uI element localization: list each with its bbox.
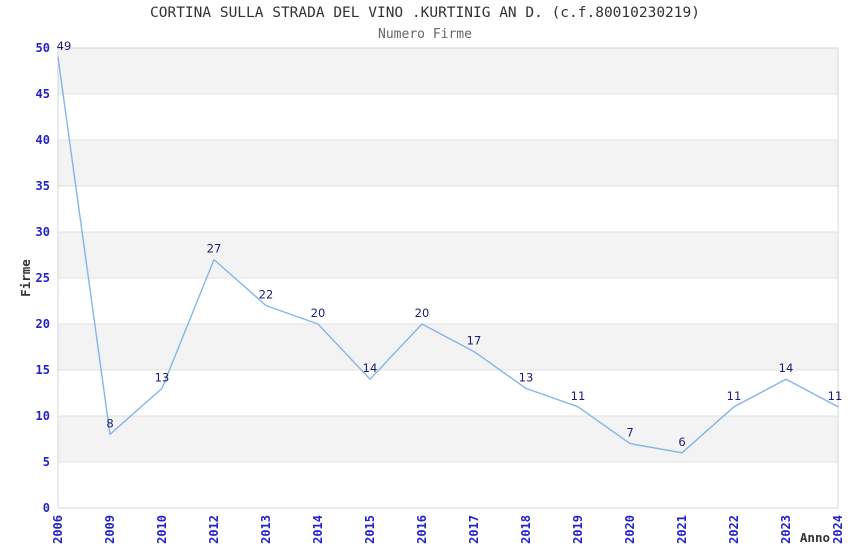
y-tick-label: 30	[36, 225, 50, 239]
y-tick-label: 20	[36, 317, 50, 331]
chart-title: CORTINA SULLA STRADA DEL VINO .KURTINIG …	[150, 5, 700, 21]
x-tick-label: 2021	[675, 515, 689, 544]
y-tick-label: 40	[36, 133, 50, 147]
data-label: 8	[106, 416, 113, 430]
chart-subtitle: Numero Firme	[378, 27, 472, 42]
data-label: 11	[727, 389, 742, 403]
grid-band	[58, 416, 838, 462]
x-tick-label: 2014	[311, 515, 325, 544]
data-label: 11	[571, 389, 586, 403]
y-tick-label: 10	[36, 409, 50, 423]
x-tick-label: 2016	[415, 515, 429, 544]
x-axis-label: Anno	[800, 530, 830, 545]
y-axis-label: Firme	[18, 259, 33, 297]
y-tick-label: 50	[36, 41, 50, 55]
y-tick-label: 0	[43, 501, 50, 515]
x-tick-label: 2015	[363, 515, 377, 544]
x-tick-label: 2012	[207, 515, 221, 544]
y-tick-label: 45	[36, 87, 50, 101]
y-tick-label: 5	[43, 455, 50, 469]
data-label: 20	[415, 306, 430, 320]
data-label: 6	[678, 435, 685, 449]
x-tick-label: 2020	[623, 515, 637, 544]
grid-band	[58, 232, 838, 278]
grid-band	[58, 48, 838, 94]
x-tick-label: 2019	[571, 515, 585, 544]
x-tick-label: 2023	[779, 515, 793, 544]
data-label: 27	[207, 242, 222, 256]
x-tick-label: 2024	[831, 515, 845, 544]
x-tick-label: 2022	[727, 515, 741, 544]
x-tick-label: 2009	[103, 515, 117, 544]
data-label: 7	[626, 426, 633, 440]
data-label: 14	[363, 361, 378, 375]
x-tick-label: 2017	[467, 515, 481, 544]
y-tick-label: 35	[36, 179, 50, 193]
x-tick-label: 2018	[519, 515, 533, 544]
data-label: 20	[311, 306, 326, 320]
plot-border	[57, 47, 839, 509]
data-label: 22	[259, 288, 274, 302]
data-label: 49	[57, 39, 72, 53]
x-tick-label: 2013	[259, 515, 273, 544]
data-label: 13	[155, 370, 170, 384]
y-tick-label: 15	[36, 363, 50, 377]
data-label: 14	[779, 361, 794, 375]
grid-band	[58, 140, 838, 186]
x-tick-label: 2010	[155, 515, 169, 544]
x-tick-label: 2006	[51, 515, 65, 544]
data-label: 13	[519, 370, 534, 384]
data-label: 11	[828, 389, 843, 403]
grid-band	[58, 324, 838, 370]
series-line	[57, 56, 839, 454]
y-tick-label: 25	[36, 271, 50, 285]
data-label: 17	[467, 334, 482, 348]
